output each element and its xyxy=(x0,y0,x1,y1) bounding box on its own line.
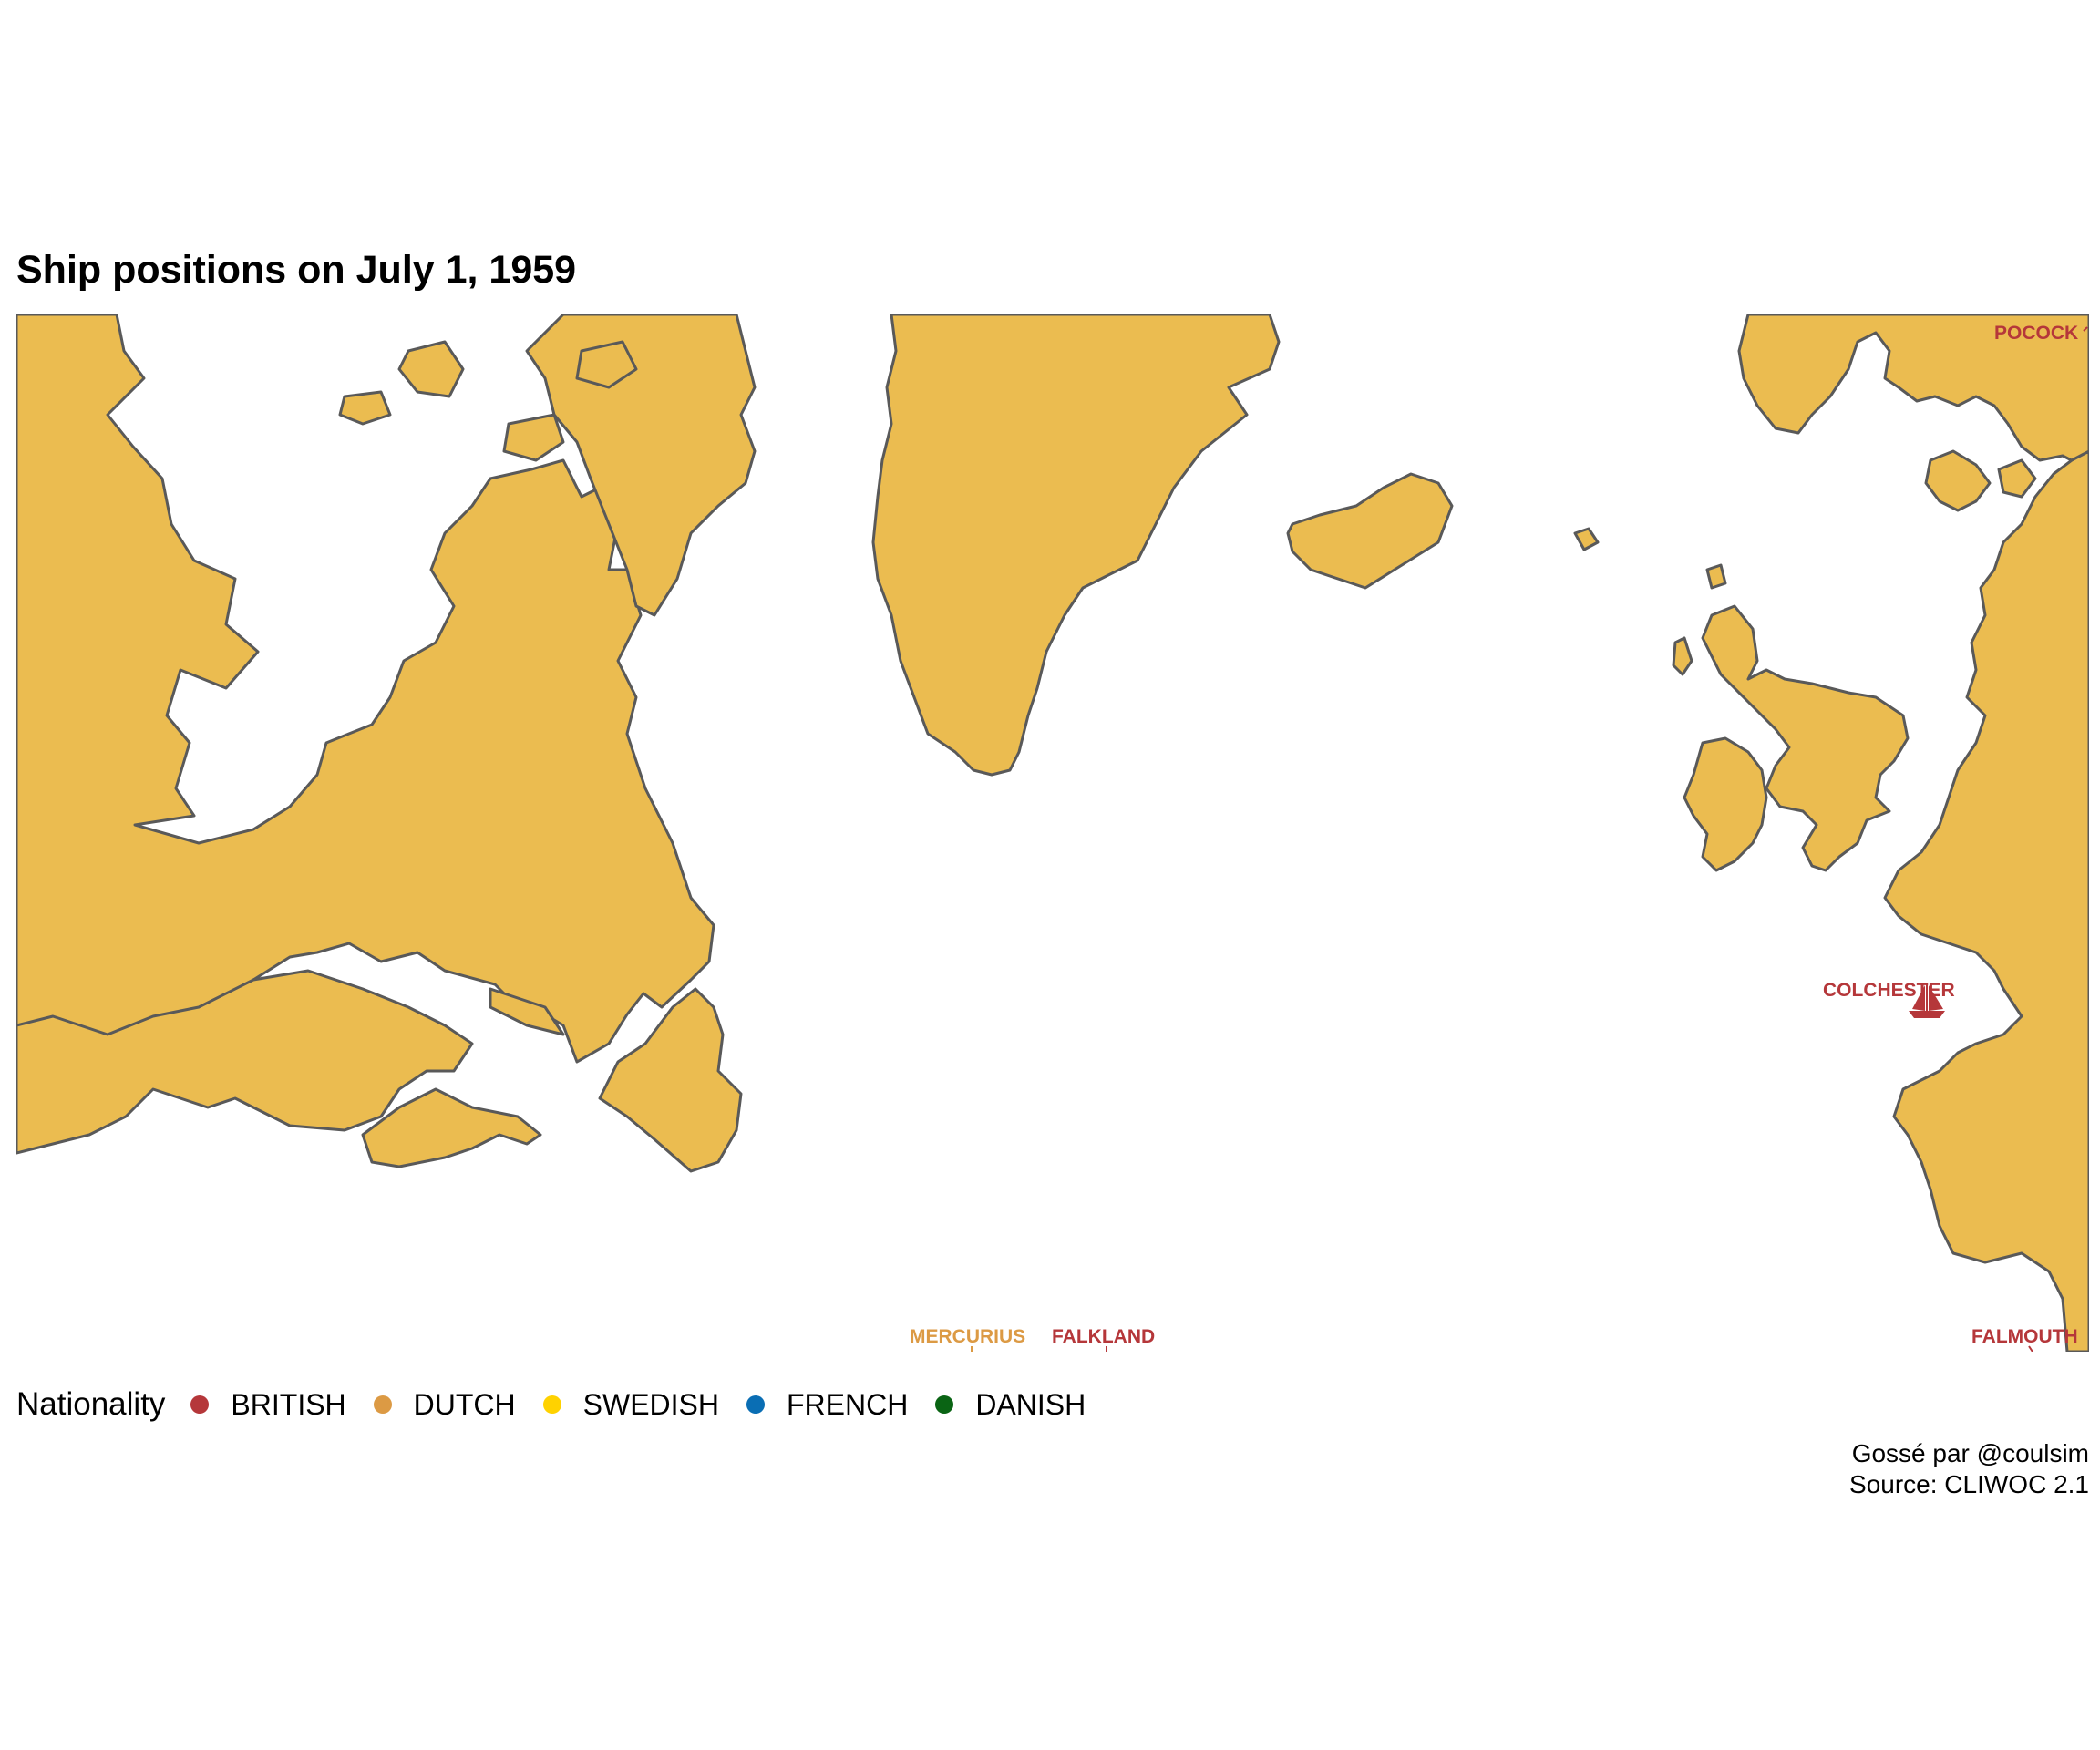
land-maritimes xyxy=(16,969,474,1155)
map-svg: POCOCK COLCHESTER MERCURIUS FALKLAND FAL… xyxy=(16,314,2089,1352)
legend-dot-danish xyxy=(935,1395,954,1414)
land-denmark xyxy=(1924,449,1992,512)
ship-label-mercurius[interactable]: MERCURIUS xyxy=(910,1326,1025,1347)
land-danish-islands xyxy=(1997,458,2037,499)
legend-label-swedish: SWEDISH xyxy=(582,1387,719,1421)
land-arctic-island-4 xyxy=(575,340,638,389)
legend-label-danish: DANISH xyxy=(975,1387,1086,1421)
legend-item-danish[interactable]: DANISH xyxy=(935,1388,1086,1422)
legend-dot-swedish xyxy=(542,1395,561,1414)
caption-source: Source: CLIWOC 2.1 xyxy=(1849,1470,2089,1498)
legend-item-swedish[interactable]: SWEDISH xyxy=(542,1387,719,1422)
land-great-britain xyxy=(1701,604,1910,872)
ship-icon-colchester[interactable] xyxy=(1909,983,1945,1018)
land-scandinavia xyxy=(1737,314,2089,471)
ship-marker-pocock xyxy=(2083,326,2088,332)
caption-author: Gossé par @coulsim xyxy=(1851,1439,2089,1467)
legend-dot-dutch xyxy=(373,1395,392,1414)
ship-label-falmouth[interactable]: FALMOUTH xyxy=(1971,1326,2078,1347)
land-nova-scotia xyxy=(361,1087,542,1168)
land-orkney xyxy=(1705,563,1727,590)
ship-marker-falmouth xyxy=(2028,1345,2033,1352)
land-baffin-island xyxy=(525,314,757,617)
land-anticosti xyxy=(489,987,565,1036)
legend-item-british[interactable]: BRITISH xyxy=(190,1387,346,1422)
map-title: Ship positions on July 1, 1959 xyxy=(16,248,577,292)
land-arctic-island-1 xyxy=(397,340,465,398)
caption: Gossé par @coulsim Source: CLIWOC 2.1 xyxy=(1849,1438,2089,1500)
ship-label-falkland[interactable]: FALKLAND xyxy=(1052,1326,1155,1347)
legend-dot-british xyxy=(190,1395,210,1414)
land-faroe xyxy=(1573,527,1600,551)
land-europe xyxy=(1883,449,2089,1352)
legend-item-french[interactable]: FRENCH xyxy=(746,1388,908,1422)
legend-item-dutch[interactable]: DUTCH xyxy=(373,1387,516,1422)
land-greenland xyxy=(871,314,1281,777)
legend-label-french: FRENCH xyxy=(786,1387,909,1421)
land-arctic-island-3 xyxy=(502,413,565,462)
ship-label-pocock[interactable]: POCOCK xyxy=(1994,323,2078,344)
land-ireland xyxy=(1683,736,1768,872)
legend-dot-french xyxy=(746,1395,765,1414)
land-iceland xyxy=(1286,472,1454,590)
land-newfoundland xyxy=(598,987,743,1173)
land-arctic-island-2 xyxy=(338,390,392,426)
ship-markers xyxy=(971,326,2088,1352)
map-panel[interactable]: POCOCK COLCHESTER MERCURIUS FALKLAND FAL… xyxy=(16,314,2089,1352)
legend: Nationality BRITISH DUTCH SWEDISH FRENCH… xyxy=(16,1382,1113,1427)
legend-label-dutch: DUTCH xyxy=(413,1387,516,1421)
legend-label-british: BRITISH xyxy=(231,1387,346,1421)
legend-title: Nationality xyxy=(16,1386,166,1422)
land-hebrides xyxy=(1672,636,1693,676)
ship-label-colchester[interactable]: COLCHESTER xyxy=(1823,980,1955,1001)
